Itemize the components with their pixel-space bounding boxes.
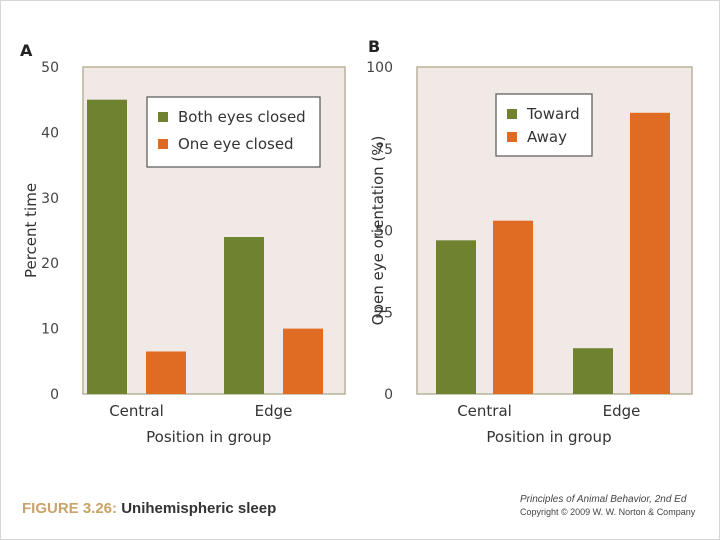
panel-a-legend-entry: Both eyes closed (178, 108, 306, 126)
figure-label: FIGURE 3.26: (22, 500, 118, 517)
panel-a-x-axis-label: Position in group (146, 428, 271, 446)
panel-b-legend-entry: Toward (526, 105, 580, 123)
panel-b-y-tick-label: 75 (375, 142, 393, 158)
panel-b-x-axis-label: Position in group (486, 428, 611, 446)
copyright-credit: Principles of Animal Behavior, 2nd Ed Co… (520, 494, 710, 518)
panel-a-legend-entry: One eye closed (178, 135, 294, 153)
panel-a-label: A (20, 41, 33, 60)
panel-a-x-tick-label: Edge (255, 402, 293, 420)
panel-b-legend-entry: Away (527, 128, 567, 146)
panel-a-bar-edge-series-2 (283, 328, 323, 394)
panel-b-bar-central-series-2 (493, 220, 533, 394)
panel-a-x-tick-label: Central (109, 402, 164, 420)
panel-b-y-tick-label: 0 (384, 387, 393, 403)
panel-a-y-tick-label: 50 (41, 60, 59, 76)
panel-b-legend-box (495, 93, 593, 157)
panel-a-bar-edge-series-1 (224, 237, 264, 394)
panel-a-legend-box (146, 96, 321, 168)
panel-b-y-axis-label: Open eye orientation (%) (369, 136, 387, 326)
figure-title: Unihemispheric sleep (121, 500, 277, 517)
panel-a-y-tick-label: 30 (41, 191, 59, 207)
panel-b-y-tick-label: 50 (375, 224, 393, 240)
panel-a-bar-central-series-2 (146, 351, 186, 394)
panel-a-bar-central-series-1 (87, 99, 127, 394)
panel-b-y-tick-label: 25 (375, 305, 393, 321)
panel-b-bar-central-series-1 (436, 240, 476, 394)
panel-b-x-tick-label: Edge (603, 402, 641, 420)
panel-b-legend-swatch (507, 109, 517, 119)
panel-b-bar-edge-series-2 (630, 112, 670, 394)
panel-a-y-tick-label: 20 (41, 256, 59, 272)
panel-a-legend-swatch (158, 112, 168, 122)
panel-b-bar-edge-series-1 (573, 348, 613, 394)
panel-b-label: B (368, 37, 380, 56)
panel-b-x-tick-label: Central (457, 402, 512, 420)
copyright-line: Copyright © 2009 W. W. Norton & Company (520, 507, 696, 517)
panel-a-y-axis-label: Percent time (22, 183, 40, 278)
panel-a-y-tick-label: 40 (41, 125, 59, 141)
book-title: Principles of Animal Behavior, 2nd Ed (520, 494, 687, 505)
figure-caption: FIGURE 3.26: Unihemispheric sleep (22, 500, 276, 517)
panel-a-legend-swatch (158, 139, 168, 149)
panel-a-y-tick-label: 0 (50, 387, 59, 403)
panel-b-y-tick-label: 100 (366, 60, 393, 76)
panel-a-y-tick-label: 10 (41, 322, 59, 338)
panel-b-legend-swatch (507, 132, 517, 142)
